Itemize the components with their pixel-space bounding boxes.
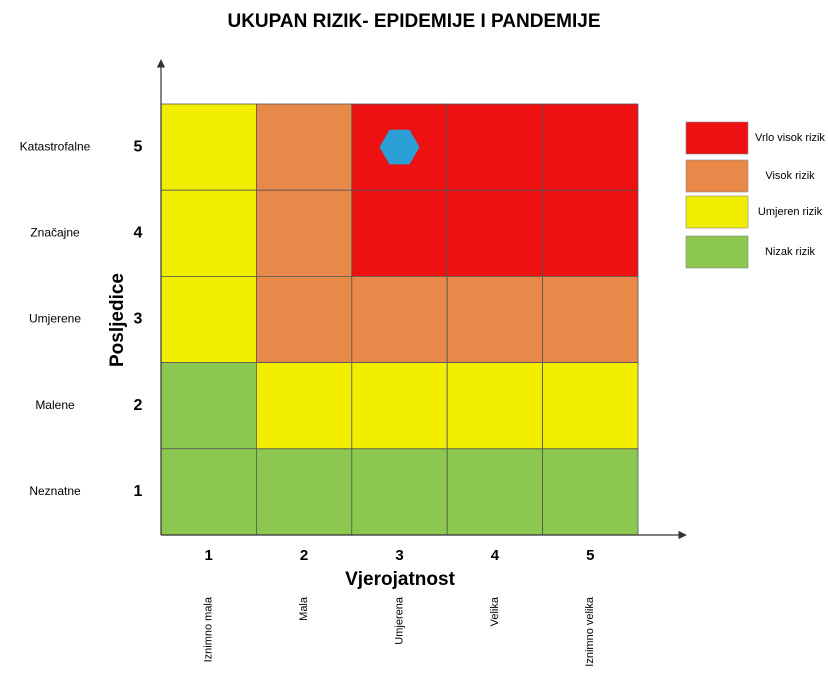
matrix-cell bbox=[446, 103, 544, 191]
matrix-cell bbox=[542, 103, 639, 191]
matrix-cell bbox=[255, 189, 353, 277]
y-level-label: Katastrofalne bbox=[20, 139, 91, 153]
legend-label: Visok rizik bbox=[765, 170, 815, 182]
x-level-number: 3 bbox=[395, 547, 403, 564]
matrix-cell bbox=[255, 275, 353, 363]
legend-swatch bbox=[685, 195, 749, 229]
x-level-number: 1 bbox=[205, 547, 213, 564]
matrix-cell bbox=[351, 189, 448, 277]
matrix-cell bbox=[160, 275, 257, 363]
legend-swatch bbox=[685, 121, 749, 155]
y-level-label: Malene bbox=[35, 398, 75, 412]
matrix-cell bbox=[446, 448, 544, 536]
y-level-label: Značajne bbox=[30, 225, 80, 239]
y-level-number: 1 bbox=[134, 483, 143, 500]
matrix-cell bbox=[351, 448, 448, 536]
x-level-label: Velika bbox=[489, 596, 501, 626]
legend-label: Nizak rizik bbox=[765, 246, 816, 258]
x-level-number: 5 bbox=[586, 547, 594, 564]
y-level-number: 2 bbox=[134, 397, 143, 414]
x-level-number: 2 bbox=[300, 547, 308, 564]
risk-marker bbox=[379, 129, 420, 165]
x-level-label: Mala bbox=[298, 596, 310, 621]
legend-swatch bbox=[685, 159, 749, 193]
y-level-number: 5 bbox=[134, 138, 143, 155]
matrix-cell bbox=[542, 189, 639, 277]
legend-label: Umjeren rizik bbox=[758, 206, 823, 218]
matrix-cell bbox=[351, 275, 448, 363]
matrix-cell bbox=[542, 275, 639, 363]
matrix-cell bbox=[446, 362, 544, 450]
matrix-cell bbox=[542, 362, 639, 450]
matrix-cell bbox=[255, 362, 353, 450]
y-level-label: Neznatne bbox=[29, 484, 81, 498]
matrix-cell bbox=[160, 103, 257, 191]
matrix-cell bbox=[160, 189, 257, 277]
matrix-cell bbox=[160, 362, 257, 450]
matrix-cell bbox=[255, 448, 353, 536]
matrix-cell bbox=[351, 362, 448, 450]
y-level-number: 4 bbox=[134, 225, 143, 242]
y-axis-title: Posljedice bbox=[107, 273, 128, 367]
title: UKUPAN RIZIK- EPIDEMIJE I PANDEMIJE bbox=[227, 11, 600, 32]
x-level-label: Iznimno mala bbox=[203, 596, 215, 662]
x-level-number: 4 bbox=[491, 547, 500, 564]
x-level-label: Umjerena bbox=[393, 596, 405, 645]
matrix-cell bbox=[160, 448, 257, 536]
x-axis-title: Vjerojatnost bbox=[345, 569, 455, 590]
matrix-cell bbox=[446, 189, 544, 277]
legend-label: Vrlo visok rizik bbox=[755, 132, 825, 144]
matrix-cell bbox=[542, 448, 639, 536]
legend-swatch bbox=[685, 235, 749, 269]
matrix-cell bbox=[255, 103, 353, 191]
y-level-label: Umjerene bbox=[29, 312, 81, 326]
y-level-number: 3 bbox=[134, 311, 143, 328]
matrix-cell bbox=[446, 275, 544, 363]
x-level-label: Iznimno velika bbox=[584, 596, 596, 667]
